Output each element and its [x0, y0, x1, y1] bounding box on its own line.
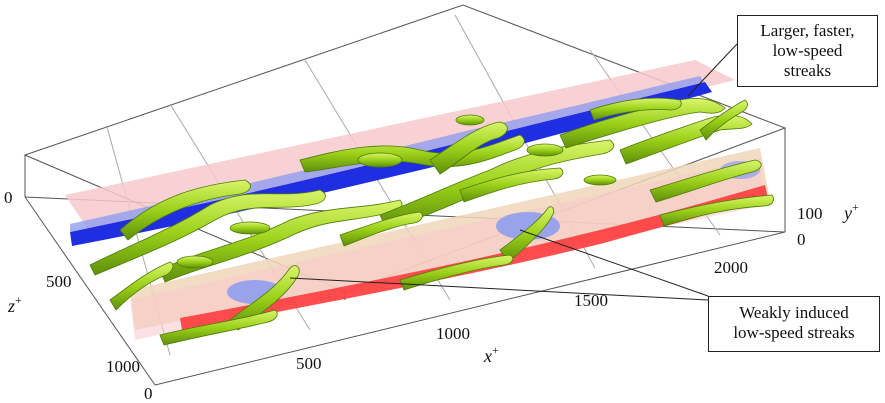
vortex-structures	[89, 97, 774, 346]
vortex	[526, 143, 564, 157]
z-axis-label: z+	[7, 293, 22, 316]
vortex	[455, 114, 485, 126]
annotation-line: low-speed	[772, 41, 843, 60]
vortex	[109, 261, 174, 311]
z-tick: 1000	[106, 357, 140, 376]
annotation-line: Larger, faster,	[760, 21, 855, 40]
z-axis-ticks: 0 500 1000	[4, 188, 140, 376]
vortex	[559, 98, 726, 149]
front-plane-pink	[130, 158, 765, 340]
vortex	[659, 194, 774, 227]
z-tick: 0	[4, 188, 13, 207]
vortex	[429, 121, 508, 175]
vortex	[229, 265, 300, 331]
x-tick: 500	[296, 354, 322, 373]
y-tick: 0	[797, 230, 806, 249]
box-edge-bottom-left	[24, 196, 156, 386]
box-edge-bottom-front	[154, 231, 786, 386]
leader-line-larger	[687, 43, 738, 97]
annotation-larger-faster-streaks: Larger, faster, low-speed streaks	[737, 15, 878, 87]
vortex	[229, 221, 271, 235]
vortex	[357, 152, 403, 168]
vortex	[589, 97, 682, 121]
y-tick: 100	[797, 204, 823, 223]
callout-lines	[289, 43, 738, 301]
annotation-line: Weakly induced	[739, 303, 849, 322]
x-tick: 0	[144, 384, 153, 403]
annotation-line: low-speed streaks	[733, 323, 855, 342]
y-axis-ticks: 0 100	[797, 204, 823, 249]
vortex	[583, 174, 617, 186]
leader-line-weak-1	[519, 229, 709, 297]
x-axis-label: x+	[483, 343, 499, 366]
vortex	[159, 309, 278, 346]
vortex	[699, 99, 748, 141]
y-axis-label: y+	[842, 200, 859, 223]
x-axis-ticks: 0 500 1000 1500 2000	[144, 258, 748, 403]
annotation-weakly-induced-streaks: Weakly induced low-speed streaks	[708, 296, 880, 352]
vortex	[89, 189, 326, 276]
high-speed-streak-front	[180, 185, 768, 330]
vortex	[119, 179, 251, 241]
vortex	[499, 206, 555, 263]
z-tick: 500	[46, 272, 72, 291]
vortex	[339, 211, 423, 247]
vortex	[649, 159, 762, 203]
x-tick: 2000	[714, 258, 748, 277]
vortex	[176, 255, 214, 269]
x-tick: 1000	[436, 324, 470, 343]
x-tick: 1500	[574, 291, 608, 310]
vortex	[399, 254, 514, 291]
leader-line-weak-2	[289, 277, 709, 301]
annotation-line: streaks	[783, 61, 832, 80]
vortex	[459, 167, 564, 203]
